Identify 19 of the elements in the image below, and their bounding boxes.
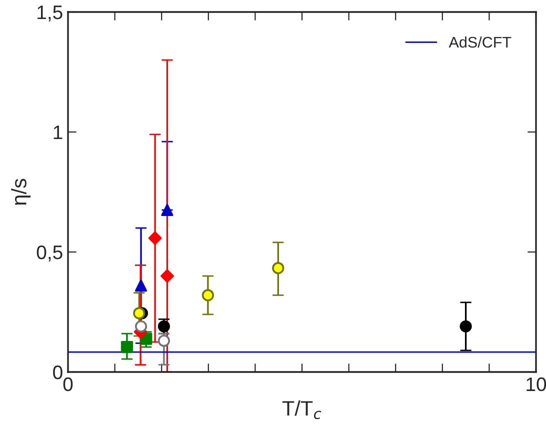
point <box>148 231 162 245</box>
point <box>460 320 472 332</box>
y-tick-label: 0 <box>53 365 62 380</box>
y-tick-label: 1,5 <box>38 6 62 22</box>
legend-label: AdS/CFT <box>448 36 512 48</box>
x-tick-label: 10 <box>526 377 546 392</box>
x-axis-title: T/T$_{c}$ <box>282 400 322 420</box>
point <box>134 320 148 332</box>
point <box>272 262 284 274</box>
y-tick-label: 0,5 <box>36 245 62 262</box>
point <box>134 280 148 292</box>
point <box>120 340 134 354</box>
point <box>158 334 170 347</box>
y-axis-title: η/s <box>11 178 31 205</box>
y-tick-label: 1 <box>54 126 62 140</box>
point <box>161 204 174 216</box>
point <box>133 307 146 320</box>
point <box>160 269 174 283</box>
point <box>202 289 214 302</box>
